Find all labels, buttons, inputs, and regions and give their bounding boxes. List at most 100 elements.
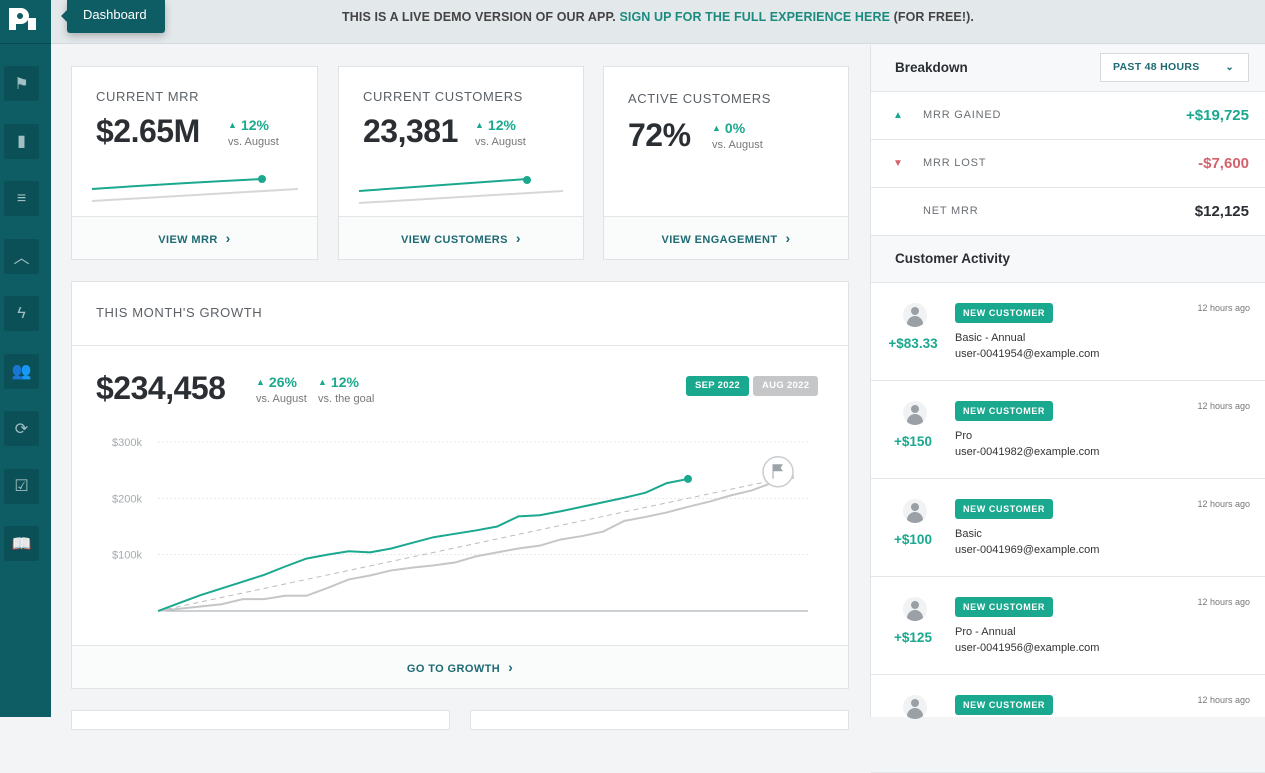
customers-sparkline: [358, 176, 564, 204]
sidebar-item-refresh[interactable]: ⟳: [4, 411, 39, 446]
kpi-delta: ▲ 12%: [228, 117, 269, 133]
tag-sep-2022[interactable]: SEP 2022: [686, 376, 750, 396]
kpi-card-customers: CURRENT CUSTOMERS 23,381 ▲ 12% vs. August…: [338, 66, 584, 260]
series-line-aug-2022: [157, 476, 795, 612]
breakdown-value: -$7,600: [1198, 155, 1249, 172]
up-arrow-icon: ▲: [228, 120, 237, 130]
activity-plan: Pro: [955, 430, 973, 442]
activity-email: user-0041982@example.com: [955, 446, 1100, 458]
growth-divider: [72, 345, 848, 346]
avatar: [903, 695, 927, 719]
kpi-value: 72%: [628, 117, 691, 153]
new-customer-badge: NEW CUSTOMER: [955, 499, 1054, 519]
banner-text: THIS IS A LIVE DEMO VERSION OF OUR APP.: [342, 10, 616, 24]
kpi-delta-value: 12%: [487, 117, 516, 133]
book-icon: 📖: [11, 535, 32, 553]
up-arrow-icon: ▲: [318, 377, 327, 387]
up-arrow-icon: ▲: [256, 377, 265, 387]
sidebar-divider: [0, 43, 51, 44]
activity-time: 12 hours ago: [1197, 695, 1250, 705]
kpi-delta-value: 12%: [240, 117, 269, 133]
activity-item[interactable]: NEW CUSTOMER 12 hours ago: [871, 675, 1265, 773]
view-mrr-link[interactable]: VIEW MRR ›: [72, 216, 317, 259]
logo-icon[interactable]: [6, 4, 40, 34]
kpi-vs: vs. August: [712, 139, 763, 151]
sidebar-item-peak[interactable]: ︿: [4, 238, 39, 274]
sidebar-item-filter[interactable]: ≡: [4, 181, 39, 216]
sidebar-item-bar-chart[interactable]: ▮: [4, 123, 39, 159]
tag-aug-2022[interactable]: AUG 2022: [753, 376, 819, 396]
activity-item[interactable]: +$100 NEW CUSTOMER Basic user-0041969@ex…: [871, 479, 1265, 577]
lightning-icon: ϟ: [17, 304, 26, 322]
goal-line: [157, 475, 795, 612]
growth-vs-goal: vs. the goal: [318, 393, 375, 405]
kpi-value: 23,381: [363, 113, 458, 149]
data-point: [684, 474, 692, 483]
activity-amount: +$83.33: [888, 336, 938, 351]
up-arrow-icon: ▲: [712, 123, 721, 133]
activity-email: user-0041956@example.com: [955, 642, 1100, 654]
bar-chart-icon: ▮: [17, 133, 26, 150]
new-customer-badge: NEW CUSTOMER: [955, 401, 1054, 421]
view-customers-link[interactable]: VIEW CUSTOMERS ›: [339, 216, 583, 259]
banner-suffix: (FOR FREE!).: [893, 10, 974, 24]
activity-plan: Pro - Annual: [955, 626, 1016, 638]
sidebar-item-flag[interactable]: ⚑: [4, 66, 39, 101]
chevron-right-icon: ›: [785, 230, 791, 246]
chevron-down-icon: ⌄: [1225, 62, 1234, 73]
sidebar: ⚑ ▮ ≡ ︿ ϟ 👥 ⟳ ☑ 📖: [0, 0, 51, 717]
kpi-vs: vs. August: [228, 136, 279, 148]
sidebar-item-book[interactable]: 📖: [4, 526, 39, 561]
goal-marker: [762, 456, 794, 488]
activity-time: 12 hours ago: [1197, 303, 1250, 313]
right-panel: Breakdown PAST 48 HOURS ⌄ ▲ MRR GAINED +$19…: [870, 45, 1265, 773]
activity-plan: Basic - Annual: [955, 332, 1026, 344]
breakdown-title: Breakdown: [895, 60, 968, 75]
filter-icon: ≡: [16, 189, 27, 207]
kpi-delta: ▲ 0%: [712, 120, 745, 136]
sidebar-item-users[interactable]: 👥: [4, 353, 39, 389]
activity-item[interactable]: +$83.33 NEW CUSTOMER Basic - Annual user…: [871, 283, 1265, 381]
activity-header: Customer Activity: [871, 236, 1265, 283]
new-customer-badge: NEW CUSTOMER: [955, 303, 1054, 323]
growth-chart: $100k $200k $300k: [112, 437, 808, 612]
activity-amount: +$100: [894, 532, 932, 547]
signup-link[interactable]: SIGN UP FOR THE FULL EXPERIENCE HERE: [619, 10, 891, 24]
breakdown-label: MRR GAINED: [923, 109, 1002, 121]
breakdown-value: $12,125: [1194, 203, 1249, 220]
kpi-card-mrr: CURRENT MRR $2.65M ▲ 12% vs. August VIEW …: [71, 66, 318, 260]
breakdown-row: ▼ MRR LOST -$7,600: [871, 140, 1265, 188]
breakdown-row: ▲ MRR GAINED +$19,725: [871, 92, 1265, 140]
sidebar-item-lightning[interactable]: ϟ: [4, 296, 39, 331]
activity-title: Customer Activity: [895, 251, 1011, 266]
activity-plan: Basic: [955, 528, 982, 540]
chevron-right-icon: ›: [508, 659, 514, 675]
y-tick-label: $300k: [112, 437, 142, 449]
calendar-check-icon: ☑: [14, 478, 29, 495]
view-engagement-link[interactable]: VIEW ENGAGEMENT ›: [604, 216, 848, 259]
peak-icon: ︿: [13, 250, 30, 267]
growth-delta-august: ▲ 26%: [256, 374, 297, 390]
go-to-growth-link[interactable]: GO TO GROWTH ›: [72, 645, 848, 688]
chevron-right-icon: ›: [225, 230, 231, 246]
bottom-card-right: [470, 710, 849, 730]
avatar: [903, 597, 927, 621]
growth-vs-august: vs. August: [256, 393, 307, 405]
new-customer-badge: NEW CUSTOMER: [955, 597, 1054, 617]
activity-email: user-0041969@example.com: [955, 544, 1100, 556]
y-tick-label: $100k: [112, 550, 142, 562]
activity-item[interactable]: +$150 NEW CUSTOMER Pro user-0041982@exam…: [871, 381, 1265, 479]
activity-item[interactable]: +$125 NEW CUSTOMER Pro - Annual user-004…: [871, 577, 1265, 675]
sidebar-item-calendar-check[interactable]: ☑: [4, 468, 39, 504]
avatar: [903, 303, 927, 327]
down-arrow-icon: ▼: [893, 158, 904, 169]
bottom-card-left: [71, 710, 450, 730]
range-dropdown[interactable]: PAST 48 HOURS ⌄: [1100, 53, 1249, 82]
kpi-delta-value: 0%: [724, 120, 746, 136]
flag-icon: ⚑: [14, 75, 29, 93]
breakdown-label: NET MRR: [923, 205, 979, 217]
breakdown-value: +$19,725: [1186, 107, 1249, 124]
refresh-icon: ⟳: [14, 420, 29, 438]
growth-title: THIS MONTH'S GROWTH: [96, 305, 263, 320]
kpi-card-active: ACTIVE CUSTOMERS 72% ▲ 0% vs. August VIEW…: [603, 66, 849, 260]
